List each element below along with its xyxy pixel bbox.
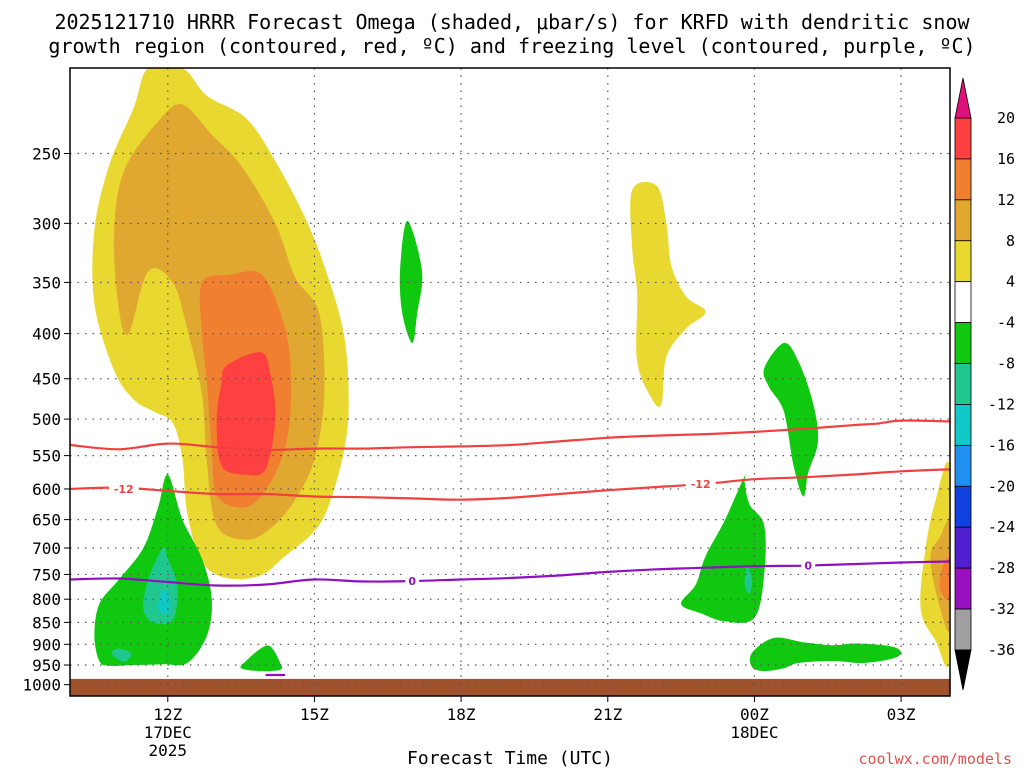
colorbar-bin — [954, 158, 972, 201]
colorbar: 20 16 12 8 4 -4 -8 -12 -16 -20 -24 -28 -32 -36 — [954, 77, 1015, 691]
contour-label-backing — [801, 558, 816, 573]
y-tick-label: 700 — [32, 539, 61, 558]
x-tick-year-label: 2025 — [149, 741, 188, 760]
y-tick-label: 600 — [32, 480, 61, 499]
contour-label-backing — [108, 481, 139, 496]
colorbar-label: 20 — [997, 109, 1015, 127]
colorbar-bin — [954, 444, 972, 487]
credit-text: coolwx.com/models — [858, 750, 1012, 768]
chart-title-line-1: 2025121710 HRRR Forecast Omega (shaded, … — [54, 10, 970, 34]
colorbar-label: -32 — [988, 600, 1015, 618]
contour-label-backing — [405, 574, 420, 589]
y-axis: 250 300 350 400 450 500 550 600 650 700 750 800 850 9… — [22, 144, 70, 695]
colorbar-bin — [954, 485, 972, 528]
omega-region-mid-right-descent — [763, 342, 819, 497]
y-tick-label: 800 — [32, 590, 61, 609]
omega-region-main-ascent-16 — [216, 352, 276, 476]
plot-area: -12 -12 0 0 — [69, 67, 951, 697]
colorbar-label: 4 — [1006, 273, 1015, 291]
x-tick-label: 15Z — [300, 705, 329, 724]
omega-region-low-left-descent-neg12 — [157, 589, 171, 614]
plot-frame — [69, 67, 951, 697]
y-tick-label: 300 — [32, 214, 61, 233]
omega-region-low-right-descent-neg8 — [744, 566, 753, 594]
omega-shading-layer — [92, 68, 950, 672]
colorbar-bin — [954, 526, 972, 569]
contour-dgz-upper-line — [70, 419, 950, 452]
x-tick-date-label: 18DEC — [730, 723, 778, 742]
colorbar-label: -24 — [988, 518, 1015, 536]
x-tick-label: 18Z — [447, 705, 476, 724]
contour-label-backing — [685, 476, 716, 491]
y-tick-label: 550 — [32, 447, 61, 466]
ground-fill — [70, 678, 950, 696]
y-tick-label: 850 — [32, 613, 61, 632]
colorbar-bin — [954, 404, 972, 446]
x-tick-label: 00Z — [740, 705, 769, 724]
colorbar-bottom-arrow — [954, 649, 972, 691]
colorbar-label: -28 — [988, 559, 1015, 577]
y-tick-label: 250 — [32, 144, 61, 163]
colorbar-label: -20 — [988, 477, 1015, 495]
omega-region-low-right-ascent-12 — [939, 557, 950, 601]
colorbar-label: -12 — [988, 395, 1015, 413]
omega-region-upper-right-ascent-4 — [630, 181, 706, 407]
colorbar-top-arrow — [954, 77, 972, 119]
chart-title-line-2: growth region (contoured, red, ºC) and f… — [48, 34, 975, 58]
colorbar-bin — [954, 199, 972, 242]
ground-layer — [70, 678, 950, 696]
y-tick-label: 900 — [32, 635, 61, 654]
contour-label: 0 — [804, 560, 812, 573]
colorbar-bin — [954, 117, 972, 160]
y-tick-label: 650 — [32, 511, 61, 530]
colorbar-bin — [954, 240, 972, 283]
colorbar-label: 16 — [997, 150, 1015, 168]
x-tick-date-label: 17DEC — [144, 723, 192, 742]
contour-label-layer: -12 -12 0 0 — [108, 476, 816, 589]
omega-region-low-left-small-neg8 — [111, 648, 132, 662]
colorbar-bin — [954, 281, 972, 324]
colorbar-bin — [954, 322, 972, 364]
y-tick-label: 750 — [32, 565, 61, 584]
y-tick-label: 950 — [32, 656, 61, 675]
colorbar-label: -4 — [997, 314, 1015, 332]
x-tick-label: 21Z — [593, 705, 622, 724]
colorbar-label: 12 — [997, 191, 1015, 209]
colorbar-bin — [954, 608, 972, 651]
x-tick-label: 12Z — [153, 705, 182, 724]
colorbar-label: -16 — [988, 436, 1015, 454]
contour-dgz-lower-line — [70, 468, 950, 501]
y-tick-label: 450 — [32, 370, 61, 389]
colorbar-bin — [954, 363, 972, 405]
y-tick-label: 1000 — [22, 676, 61, 695]
x-tick-label: 03Z — [887, 705, 916, 724]
y-tick-label: 350 — [32, 273, 61, 292]
omega-region-surface-right-descent — [749, 637, 902, 672]
colorbar-label: 8 — [1006, 232, 1015, 250]
contour-label: 0 — [408, 575, 416, 588]
contour-label: -12 — [691, 478, 711, 491]
colorbar-bin — [954, 567, 972, 610]
y-tick-label: 400 — [32, 325, 61, 344]
colorbar-label: -36 — [988, 641, 1015, 659]
omega-region-low-right-ascent-8 — [930, 520, 950, 632]
y-tick-label: 500 — [32, 410, 61, 429]
colorbar-label: -8 — [997, 355, 1015, 373]
contour-label: -12 — [114, 483, 134, 496]
omega-region-upper-green-blob — [399, 220, 423, 343]
x-axis-title: Forecast Time (UTC) — [407, 748, 613, 768]
